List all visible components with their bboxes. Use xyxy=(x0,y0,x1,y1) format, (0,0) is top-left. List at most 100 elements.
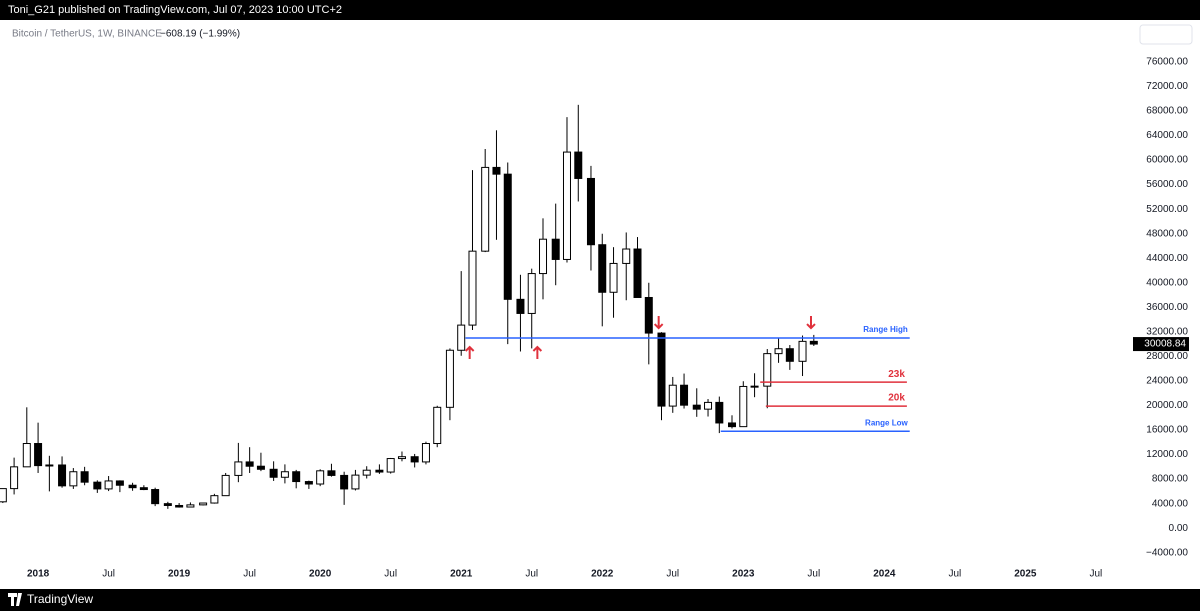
x-tick-label: 2020 xyxy=(309,569,332,580)
candle-body xyxy=(433,406,442,445)
candle-body xyxy=(256,465,265,470)
x-tick-label: Jul xyxy=(948,569,961,580)
candle-body xyxy=(785,348,794,362)
candle-body xyxy=(622,248,631,264)
publisher-line: Toni_G21 published on TradingView.com, J… xyxy=(8,4,342,16)
arrow xyxy=(806,316,816,330)
candle-body xyxy=(457,324,466,351)
x-tick-label: Jul xyxy=(102,569,115,580)
candle-body xyxy=(633,248,642,298)
candle-body xyxy=(657,332,666,407)
candle-body xyxy=(10,466,19,490)
x-tick-label: 2019 xyxy=(168,569,191,580)
y-tick-label: 12000.00 xyxy=(1146,449,1188,460)
bottom-bar xyxy=(0,589,1200,611)
x-tick-label: Jul xyxy=(1089,569,1102,580)
candle-body xyxy=(139,487,148,491)
last-price-box xyxy=(1133,337,1189,352)
candle-body xyxy=(680,384,689,406)
x-tick-label: Jul xyxy=(807,569,820,580)
candle-body xyxy=(175,504,184,508)
x-tick-label: 2018 xyxy=(27,569,50,580)
symbol: Bitcoin / TetherUS, 1W, BINANCE xyxy=(12,29,162,40)
y-tick-label: 0.00 xyxy=(1169,523,1189,534)
candle-body xyxy=(128,484,137,489)
candle-body xyxy=(809,340,818,345)
candle-body xyxy=(292,471,301,483)
candle-body xyxy=(750,385,759,388)
candle-body xyxy=(668,384,677,407)
x-tick-label: 2025 xyxy=(1014,569,1037,580)
candle-body xyxy=(468,250,477,326)
candle-body xyxy=(551,238,560,260)
x-tick-label: Jul xyxy=(384,569,397,580)
candle-body xyxy=(421,443,430,463)
candle-body xyxy=(527,273,536,314)
y-tick-label: 60000.00 xyxy=(1146,155,1188,166)
candle-body xyxy=(234,461,243,476)
top-bar xyxy=(0,0,1200,20)
candle-body xyxy=(492,166,501,175)
candle-body xyxy=(539,238,548,275)
level-label: Range High xyxy=(863,325,908,334)
candle-body xyxy=(516,298,525,314)
candle-body xyxy=(586,177,595,246)
y-tick-label: 4000.00 xyxy=(1152,498,1189,509)
last-price: 30008.84 xyxy=(1144,339,1186,350)
candle-body xyxy=(386,458,395,473)
candle-body xyxy=(163,503,172,506)
change: −608.19 (−1.99%) xyxy=(160,29,240,40)
toolbar-box xyxy=(1139,24,1193,45)
candle-body xyxy=(481,166,490,252)
y-tick-label: 48000.00 xyxy=(1146,228,1188,239)
candle-body xyxy=(69,471,78,487)
candle-body xyxy=(199,502,208,506)
candle-body xyxy=(445,349,454,408)
candle-body xyxy=(375,469,384,473)
candle-body xyxy=(151,489,160,505)
y-tick-label: 72000.00 xyxy=(1146,81,1188,92)
y-tick-label: 64000.00 xyxy=(1146,130,1188,141)
y-tick-label: 68000.00 xyxy=(1146,106,1188,117)
candle-body xyxy=(715,401,724,424)
y-tick-label: 40000.00 xyxy=(1146,277,1188,288)
candle-body xyxy=(210,495,219,504)
candle-body xyxy=(269,468,278,478)
candle-body xyxy=(45,464,54,467)
brand: TradingView xyxy=(27,592,93,606)
candle-body xyxy=(644,296,653,334)
x-tick-label: Jul xyxy=(525,569,538,580)
candle-body xyxy=(22,443,31,468)
y-tick-label: 20000.00 xyxy=(1146,400,1188,411)
x-tick-label: 2022 xyxy=(591,569,614,580)
x-tick-label: Jul xyxy=(243,569,256,580)
candle-body xyxy=(362,469,371,476)
candle-body xyxy=(739,385,748,428)
candle-body xyxy=(562,151,571,260)
y-tick-label: 76000.00 xyxy=(1146,57,1188,68)
x-tick-label: 2023 xyxy=(732,569,755,580)
candle-body xyxy=(574,151,583,179)
candle-body xyxy=(34,443,43,467)
candle-body xyxy=(80,471,89,483)
logo xyxy=(8,593,22,606)
y-tick-label: 28000.00 xyxy=(1146,351,1188,362)
candle-body xyxy=(704,401,713,410)
candle-body xyxy=(221,474,230,497)
candle-body xyxy=(340,474,349,490)
candle-body xyxy=(609,262,618,293)
candle-body xyxy=(186,504,195,508)
arrow xyxy=(464,345,475,360)
y-tick-label: 44000.00 xyxy=(1146,253,1188,264)
x-tick-label: 2024 xyxy=(873,569,896,580)
level-label: 23k xyxy=(888,369,905,380)
candle-body xyxy=(58,464,67,487)
y-tick-label: 56000.00 xyxy=(1146,179,1188,190)
x-tick-label: 2021 xyxy=(450,569,473,580)
y-tick-label: 52000.00 xyxy=(1146,204,1188,215)
arrow xyxy=(653,316,664,330)
candle-body xyxy=(798,340,807,362)
candle-body xyxy=(316,470,325,485)
